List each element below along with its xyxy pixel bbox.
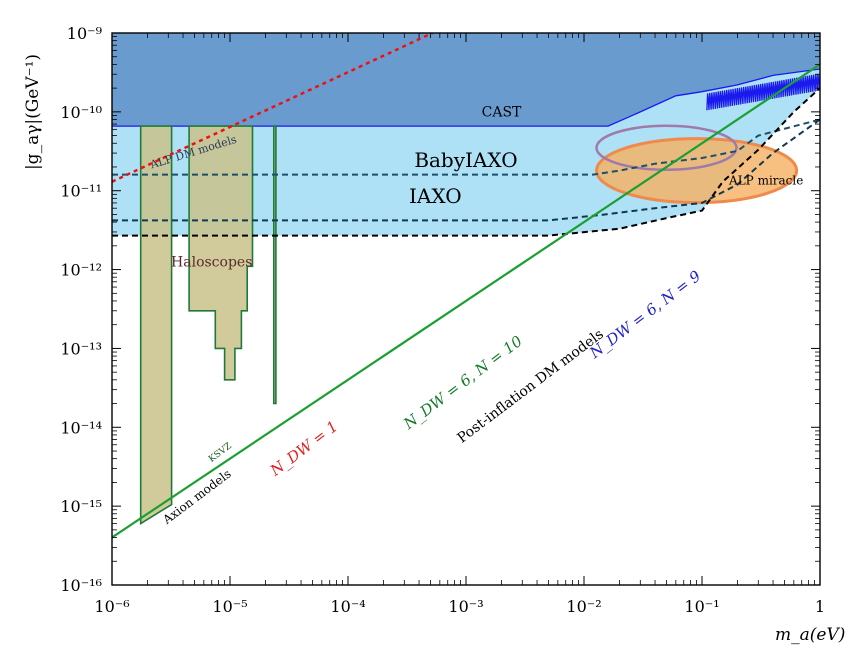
alp-dm-red-dashed-line: [112, 33, 434, 183]
x-tick-label-6: 10⁻¹: [684, 597, 719, 616]
y-tick-label-2: 10⁻¹⁰: [60, 103, 102, 122]
y-axis-label: |g_aγ|(GeV⁻¹): [23, 54, 43, 170]
y-tick-label-7: 10⁻¹⁵: [60, 497, 102, 516]
y-tick-label-8: 10⁻¹⁶: [60, 576, 102, 595]
annotation-3: BabyIAXO: [414, 148, 517, 172]
plot-frame: [111, 32, 821, 586]
x-tick-label-3: 10⁻⁴: [330, 597, 365, 616]
x-axis-label: m_a(eV): [775, 625, 845, 645]
y-tick-label-1: 10⁻⁹: [67, 24, 103, 43]
x-tick-label-7: 1: [815, 597, 825, 616]
x-tick-label-1: 10⁻⁶: [94, 597, 129, 616]
y-tick-label-6: 10⁻¹⁴: [60, 418, 102, 437]
x-tick-label-2: 10⁻⁵: [212, 597, 247, 616]
annotation-4: IAXO: [409, 184, 462, 208]
haloscope-1: [139, 125, 173, 526]
cast-noisy-limit: [706, 73, 820, 111]
haloscope-2: [188, 125, 254, 381]
ksvz-line: [112, 63, 820, 539]
x-tick-label-5: 10⁻²: [566, 597, 601, 616]
iaxo-sensitivity-line: [112, 118, 820, 222]
annotation-1: CAST: [482, 105, 522, 121]
cast-excluded-region: [112, 33, 820, 127]
y-tick-label-3: 10⁻¹¹: [60, 182, 102, 201]
alp-miracle-outline: [595, 124, 738, 172]
y-tick-label-4: 10⁻¹²: [60, 261, 102, 280]
iaxo-plus-sensitivity-line: [112, 87, 820, 237]
cast-limit-line: [112, 68, 820, 127]
annotation-6: ALP miracle: [728, 173, 803, 187]
y-tick-label-5: 10⁻¹³: [60, 339, 102, 358]
haloscope-3: [272, 125, 277, 405]
x-tick-label-4: 10⁻³: [448, 597, 483, 616]
annotation-5: Haloscopes: [171, 254, 252, 270]
babyiaxo-sensitivity-line: [112, 118, 820, 176]
